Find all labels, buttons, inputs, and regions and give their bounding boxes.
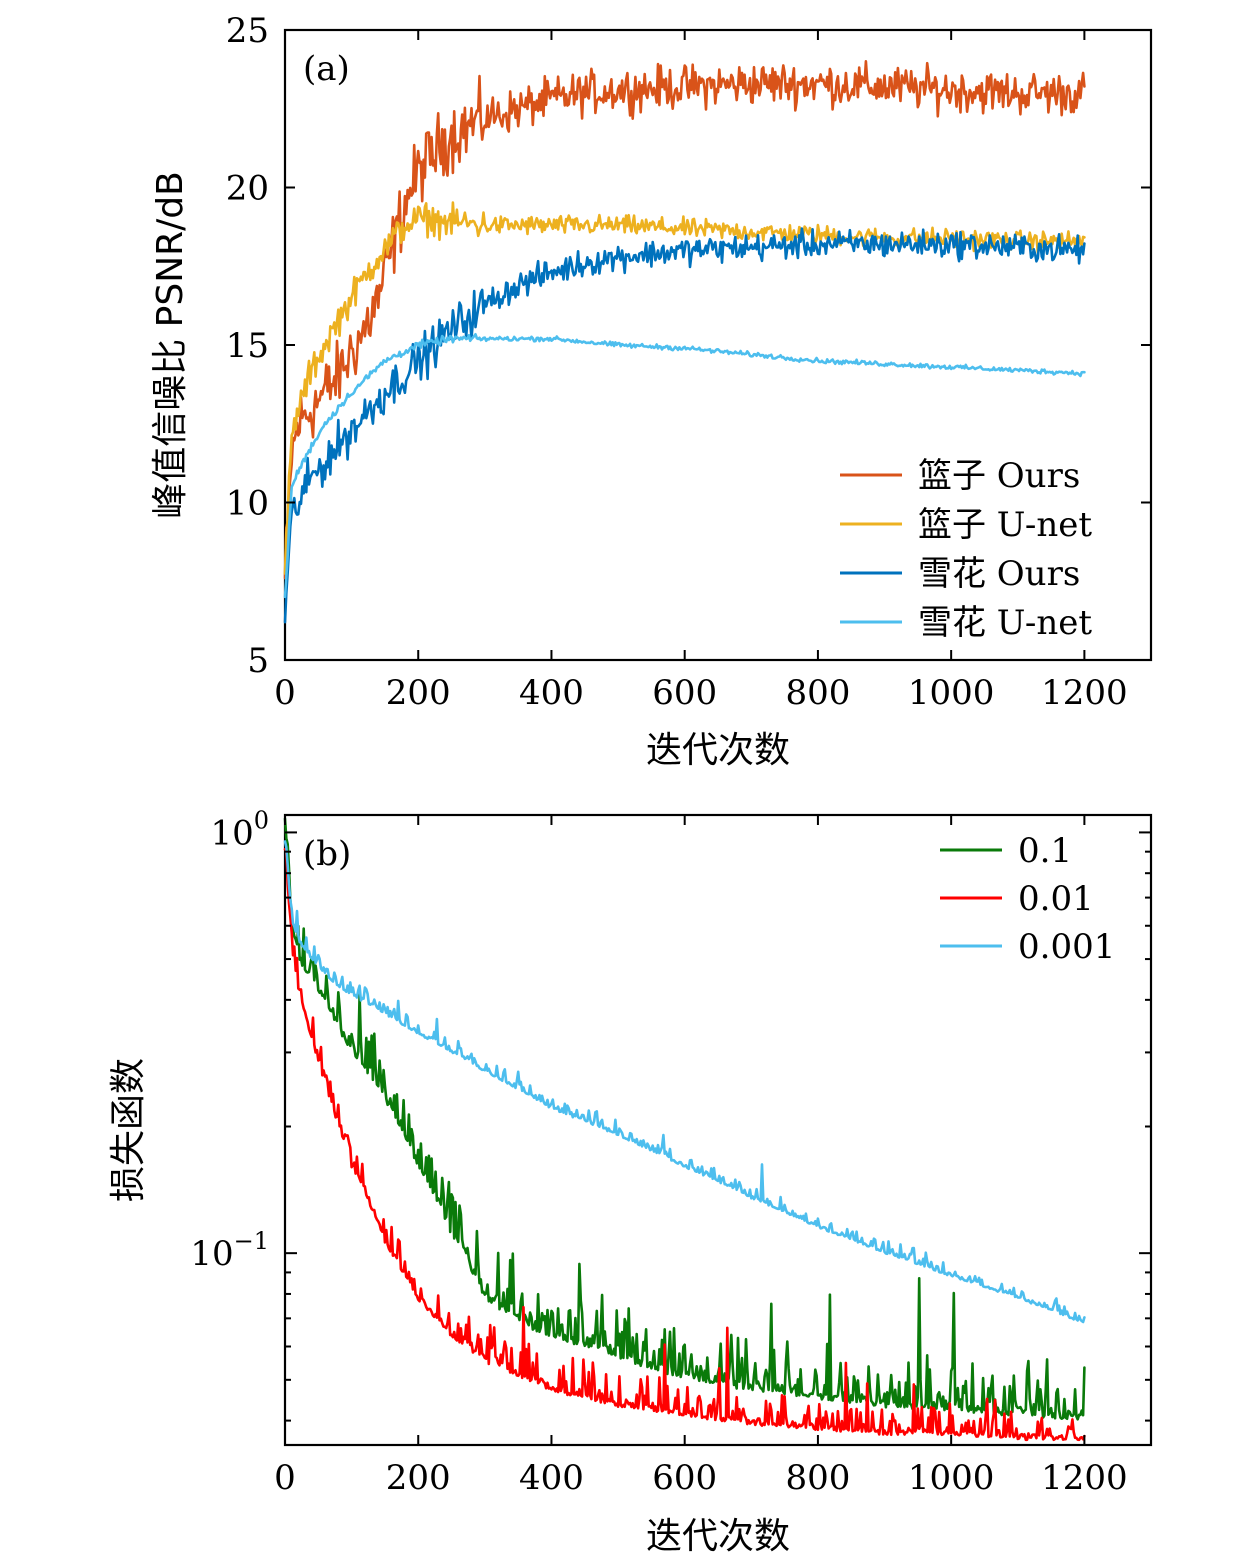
loss-series-group bbox=[283, 817, 1086, 1442]
psnr-axis-ticks: 0 200 400 600 800 1000 1200 5 10 15 20 25 bbox=[226, 11, 1151, 713]
psnr-x-tick-label: 400 bbox=[519, 673, 584, 713]
loss-legend-label-2: 0.001 bbox=[1018, 927, 1115, 967]
loss-x-tick-label: 200 bbox=[386, 1458, 451, 1498]
psnr-legend-label-3: 雪花 U-net bbox=[918, 603, 1092, 643]
psnr-y-tick-label: 10 bbox=[226, 484, 269, 524]
psnr-panel-label: (a) bbox=[303, 49, 350, 89]
psnr-y-tick-label: 15 bbox=[226, 326, 269, 366]
psnr-x-tick-label: 1000 bbox=[908, 673, 995, 713]
loss-legend: 0.1 0.01 0.001 bbox=[940, 831, 1115, 967]
psnr-y-tick-label: 25 bbox=[226, 11, 269, 51]
psnr-x-tick-label: 0 bbox=[274, 673, 296, 713]
psnr-series-line-3 bbox=[283, 333, 1086, 599]
loss-x-tick-label: 1200 bbox=[1041, 1458, 1128, 1498]
loss-x-tick-label: 800 bbox=[785, 1458, 850, 1498]
loss-plot-frame bbox=[283, 813, 1153, 1447]
psnr-x-tick-label: 1200 bbox=[1041, 673, 1128, 713]
loss-x-tick-label: 1000 bbox=[908, 1458, 995, 1498]
loss-x-tick-label: 400 bbox=[519, 1458, 584, 1498]
psnr-legend-label-1: 篮子 U-net bbox=[918, 505, 1092, 545]
psnr-legend-label-2: 雪花 Ours bbox=[918, 554, 1080, 594]
psnr-y-tick-label: 20 bbox=[226, 169, 269, 209]
psnr-series-line-0 bbox=[283, 60, 1086, 580]
loss-y-axis-label: 损失函数 bbox=[108, 1058, 149, 1202]
loss-x-tick-label: 600 bbox=[652, 1458, 717, 1498]
loss-x-axis-label: 迭代次数 bbox=[646, 1516, 790, 1557]
loss-y-tick-label: 100 bbox=[210, 806, 269, 853]
psnr-y-axis-label: 峰值信噪比 PSNR/dB bbox=[150, 171, 191, 519]
psnr-series-group bbox=[283, 60, 1086, 624]
loss-panel-label: (b) bbox=[303, 834, 351, 874]
loss-legend-label-1: 0.01 bbox=[1018, 879, 1094, 919]
psnr-y-tick-label: 5 bbox=[247, 641, 269, 681]
psnr-legend-label-0: 篮子 Ours bbox=[918, 456, 1080, 496]
psnr-x-tick-label: 200 bbox=[386, 673, 451, 713]
loss-y-tick-label: 10−1 bbox=[190, 1227, 269, 1274]
psnr-x-tick-label: 600 bbox=[652, 673, 717, 713]
loss-legend-label-0: 0.1 bbox=[1018, 831, 1072, 871]
psnr-x-tick-label: 800 bbox=[785, 673, 850, 713]
loss-chart-panel: 0 200 400 600 800 1000 1200 100 10−1 (b) 迭代次数 损失… bbox=[108, 806, 1153, 1557]
loss-series-line-1 bbox=[283, 847, 1086, 1442]
psnr-x-axis-label: 迭代次数 bbox=[646, 730, 790, 771]
loss-x-tick-label: 0 bbox=[274, 1458, 296, 1498]
loss-series-line-2 bbox=[283, 840, 1086, 1324]
loss-series-line-0 bbox=[283, 817, 1086, 1421]
psnr-legend: 篮子 Ours 篮子 U-net 雪花 Ours 雪花 U-net bbox=[840, 456, 1092, 643]
